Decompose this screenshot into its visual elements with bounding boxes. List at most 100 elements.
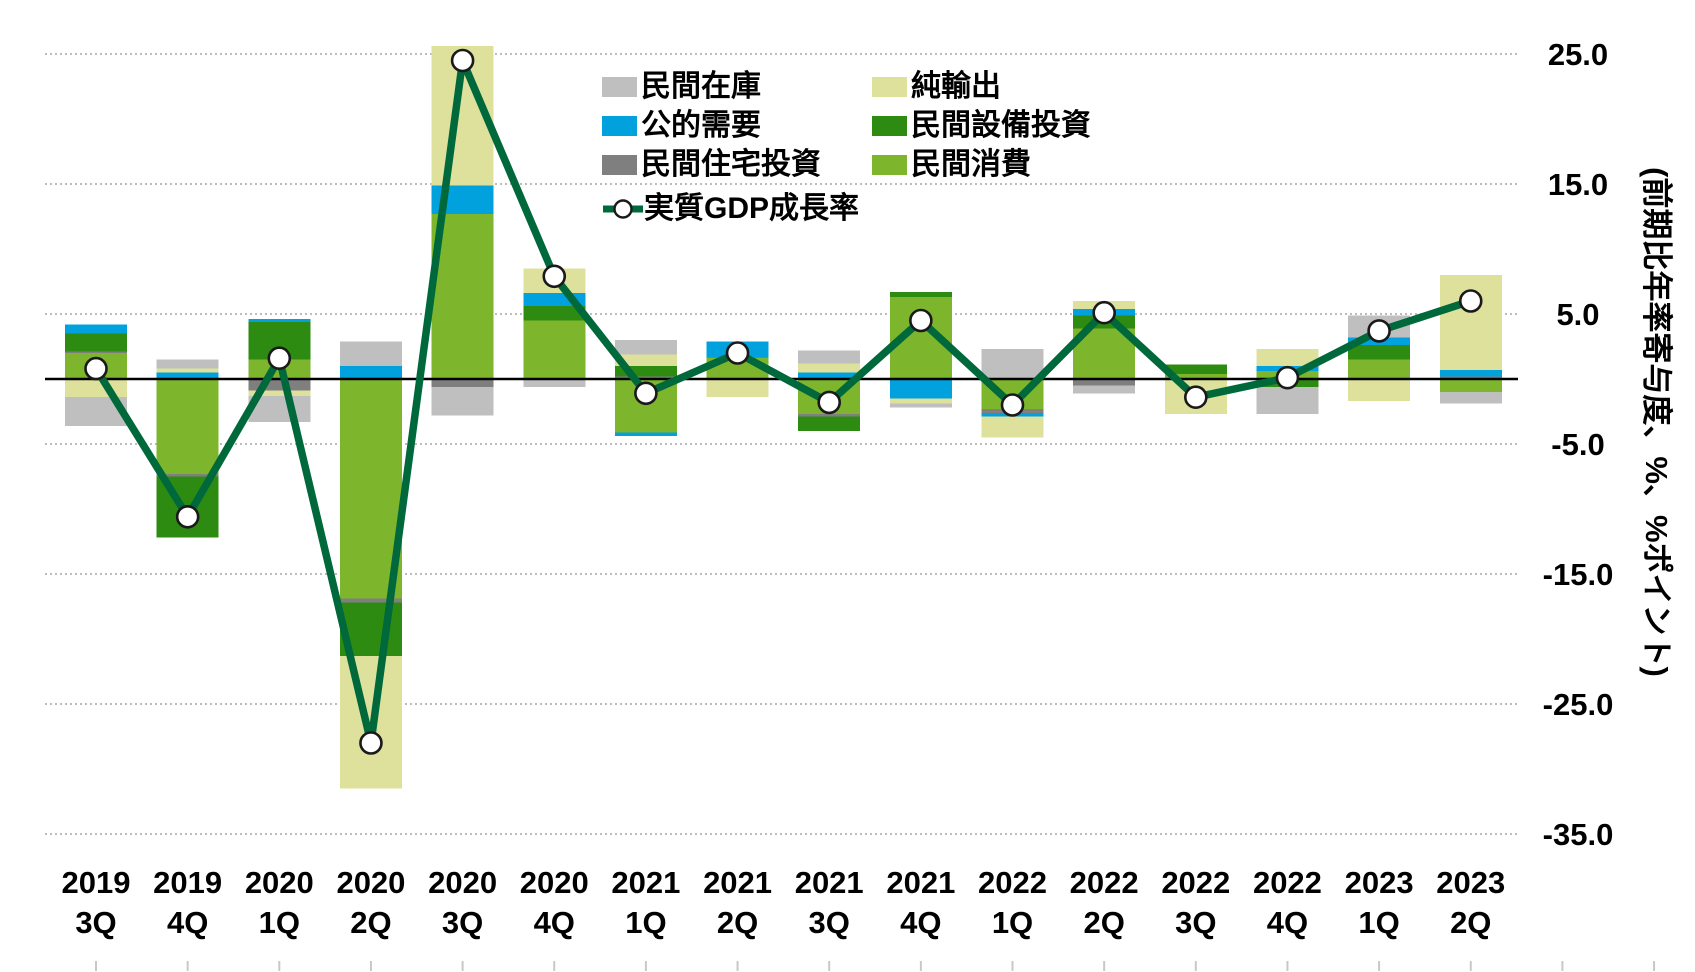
gdp-line [92,56,1475,747]
bar-segment [798,363,861,373]
bar-segment [889,398,952,404]
gdp-marker [450,48,475,73]
bar-segment [1164,373,1227,379]
gdp-marker [1367,319,1391,343]
gdp-marker [1275,365,1300,390]
gdp-marker [175,504,200,529]
x-tick-label-year: 2022 [1070,865,1139,900]
bar-segment [156,368,219,373]
x-tick-label-year: 2021 [703,865,772,900]
gdp-marker [909,308,933,333]
bar-segment [156,379,219,474]
x-tick-label-quarter: 1Q [259,905,300,940]
bar-segment [1073,385,1136,394]
bar-segment [339,366,402,379]
legend-label: 公的需要 [641,109,761,142]
gdp-marker [1000,393,1025,417]
y-tick-label: -5.0 [1551,427,1604,462]
legend-item: 純輸出 [872,71,1001,103]
legend-row: 実質GDP成長率 [602,193,859,225]
bar-segment [798,350,861,364]
legend-item: 実質GDP成長率 [602,193,859,225]
bar-segment [156,473,219,477]
x-tick-label-quarter: 4Q [1267,905,1308,940]
y-tick-label: -15.0 [1543,557,1614,592]
bar-segment [523,379,586,387]
x-tick-label-year: 2022 [1161,865,1230,900]
bar-segment [1073,379,1136,386]
gdp-marker [267,346,292,371]
bar-segment [156,359,219,369]
legend-item: 民間消費 [872,149,1031,181]
gdp-marker [542,264,567,289]
x-tick-label-quarter: 1Q [625,905,666,940]
x-tick-label-year: 2021 [611,865,680,900]
gdp-marker [1458,289,1483,313]
bar-segment [1348,359,1411,379]
legend-label: 純輸出 [911,70,1001,103]
bar-segment [1439,369,1502,377]
bar-segment [1256,349,1319,366]
y-tick-label: -35.0 [1543,817,1614,852]
x-tick-label-quarter: 1Q [992,905,1033,940]
bar-segment [523,306,586,321]
y-tick-label: 15.0 [1548,167,1608,202]
x-tick-label-quarter: 4Q [534,905,575,940]
x-tick-label-quarter: 2Q [1450,905,1491,940]
legend-item: 民間住宅投資 [602,149,821,181]
x-tick-label-quarter: 2Q [1083,905,1124,940]
bar-segment [431,386,494,416]
bar-segment [889,403,952,408]
bar-segment [981,349,1044,379]
x-tick-label-year: 2022 [978,865,1047,900]
bar-segment [65,333,127,352]
bar-segment [248,319,311,322]
bar-segment [1164,364,1227,374]
bar-segment [339,598,402,603]
legend-label: 民間消費 [911,148,1031,181]
legend-item: 民間設備投資 [872,110,1091,142]
bar-segment [65,379,127,398]
legend-item: 公的需要 [602,110,761,142]
bar-segment [339,341,402,366]
bar-segment [1256,386,1319,415]
x-tick-label-year: 2022 [1253,865,1322,900]
x-tick-label-year: 2021 [795,865,864,900]
x-tick-label-quarter: 1Q [1358,905,1399,940]
bar-segment [1439,376,1502,379]
bar-segment [523,320,586,379]
legend-item: 民間在庫 [602,71,761,103]
x-tick-label-year: 2020 [336,865,405,900]
x-tick-label-quarter: 3Q [442,905,483,940]
bar-segment [431,379,494,387]
y-tick-label: 5.0 [1556,297,1599,332]
x-tick-label-quarter: 4Q [900,905,941,940]
legend-swatch-icon [872,116,907,136]
x-tick-label-quarter: 2Q [717,905,758,940]
x-tick-label-year: 2019 [153,865,222,900]
legend-row: 民間住宅投資 民間消費 [602,149,1031,181]
gdp-marker [634,381,658,406]
x-tick-label-quarter: 3Q [809,905,850,940]
bar-segment [889,379,952,399]
legend-label: 民間住宅投資 [641,148,821,181]
x-tick-label-year: 2019 [62,865,131,900]
bar-segment [1439,379,1502,392]
bar-segment [248,379,311,391]
x-tick-label-quarter: 3Q [1175,905,1216,940]
gdp-marker [84,356,108,381]
bar-segment [889,291,952,298]
gdp-marker [359,731,383,755]
gdp-marker [817,390,842,415]
bar-segment [614,432,677,437]
x-tick-label-year: 2023 [1436,865,1505,900]
legend-swatch-icon [872,77,907,97]
bar-segment [981,416,1044,438]
x-tick-label-quarter: 2Q [350,905,391,940]
gdp-marker [1092,300,1116,325]
bar-segment [614,366,677,377]
bar-segment [798,416,861,431]
x-tick-label-year: 2020 [428,865,497,900]
